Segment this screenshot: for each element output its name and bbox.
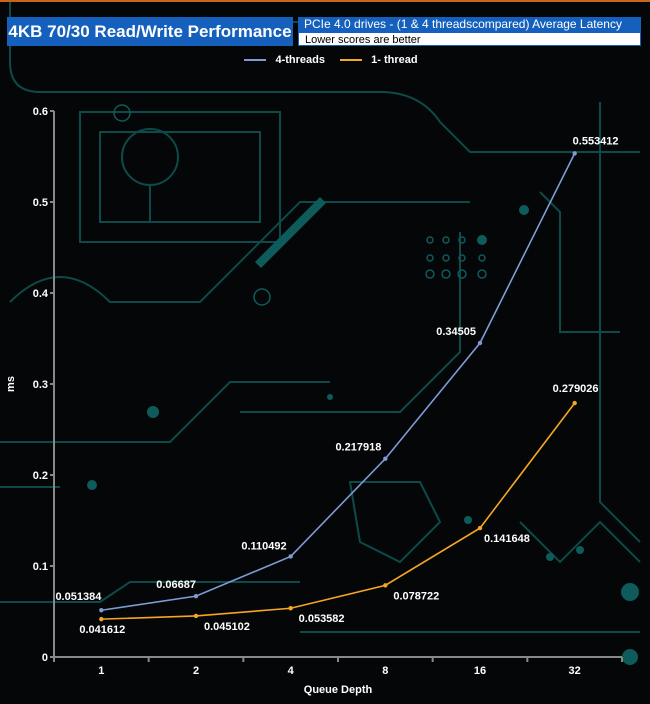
legend-label-4-threads: 4-threads <box>275 54 325 67</box>
data-point <box>477 525 483 531</box>
x-tick-label: 16 <box>474 665 486 677</box>
data-point <box>383 456 388 461</box>
y-tick-label: 0.3 <box>33 379 48 391</box>
x-tick-label: 1 <box>98 665 104 677</box>
data-label: 0.053582 <box>299 613 345 625</box>
y-tick-label: 0.1 <box>33 561 48 573</box>
data-label: 0.110492 <box>241 540 286 552</box>
series-line-4-threads <box>101 153 576 612</box>
y-tick-label: 0.4 <box>33 288 49 300</box>
data-label: 0.041612 <box>79 624 125 636</box>
data-label: 0.217918 <box>335 442 381 454</box>
data-label: 0.553412 <box>573 135 619 147</box>
data-point <box>288 606 293 611</box>
y-tick-label: 0.5 <box>33 197 48 209</box>
data-label: 0.051384 <box>55 591 102 603</box>
data-label: 0.078722 <box>393 590 439 602</box>
chart-subtitle: PCIe 4.0 drives - (1 & 4 threadscompared… <box>298 17 641 32</box>
legend-swatch-1-thread <box>340 59 363 62</box>
data-label: 0.279026 <box>553 383 599 395</box>
x-tick-label: 2 <box>193 665 199 677</box>
data-point <box>477 340 483 346</box>
data-label: 0.045102 <box>204 621 250 633</box>
series-line-1-thread <box>101 402 576 620</box>
data-point <box>383 583 388 588</box>
chart-title: 4KB 70/30 Read/Write Performance <box>7 17 293 46</box>
legend: 4-threads 1- thread <box>0 54 650 66</box>
data-point <box>572 151 577 156</box>
data-point <box>288 554 293 559</box>
x-tick-label: 32 <box>569 665 581 677</box>
data-label: 0.34505 <box>436 326 476 338</box>
data-point <box>193 593 199 599</box>
chart-note: Lower scores are better <box>298 32 641 46</box>
data-point <box>572 400 577 406</box>
data-label: 0.141648 <box>484 533 530 545</box>
legend-swatch-4-threads <box>244 59 267 62</box>
x-axis-label: Queue Depth <box>304 684 373 696</box>
x-tick-label: 8 <box>382 665 388 677</box>
data-point <box>193 613 199 619</box>
legend-label-1-thread: 1- thread <box>371 54 418 67</box>
y-tick-label: 0.6 <box>33 106 48 118</box>
data-label: 0.06687 <box>156 579 196 591</box>
y-axis-label: ms <box>5 376 17 392</box>
data-point <box>99 616 104 622</box>
data-point <box>99 608 104 613</box>
x-tick-label: 4 <box>288 665 295 677</box>
y-tick-label: 0.2 <box>33 470 48 482</box>
y-tick-label: 0 <box>42 652 48 664</box>
